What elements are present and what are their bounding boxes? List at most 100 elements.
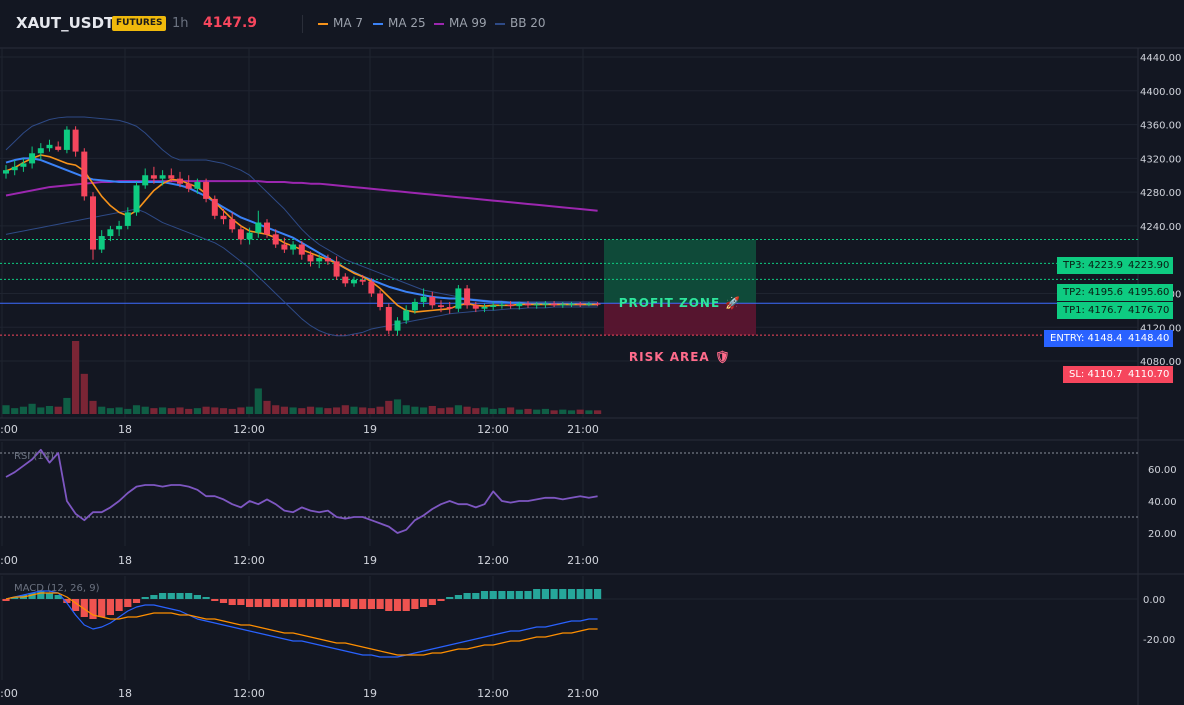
candle-body xyxy=(324,258,331,262)
candle-body xyxy=(177,178,183,184)
volume-bar xyxy=(393,399,402,414)
candle-body xyxy=(150,175,157,179)
time-tick-label: 12:00 xyxy=(0,423,18,436)
volume-bar xyxy=(2,405,10,414)
sl-tag[interactable]: SL: 4110.7 xyxy=(1063,366,1129,383)
legend-bb20[interactable]: BB 20 xyxy=(495,16,546,30)
symbol-label[interactable]: XAUT_USDT xyxy=(16,14,115,32)
candle-body xyxy=(438,305,444,308)
time-tick-label: 21:00 xyxy=(567,554,599,567)
macd-histogram-bar xyxy=(463,593,471,599)
candle-body xyxy=(585,303,592,305)
volume-bar xyxy=(472,408,480,414)
candle-body xyxy=(507,304,514,307)
volume-bar xyxy=(63,397,71,414)
entry-tag[interactable]: ENTRY: 4148.4 xyxy=(1044,330,1129,347)
macd-histogram-bar xyxy=(211,599,219,601)
macd-histogram-bar xyxy=(385,599,393,611)
candle-body xyxy=(185,183,192,189)
candle-body xyxy=(385,307,392,331)
candle-body xyxy=(351,279,357,284)
candle-body xyxy=(498,304,505,306)
volume-bar xyxy=(19,406,27,414)
macd-histogram-bar xyxy=(298,599,306,607)
futures-badge: FUTURES xyxy=(112,16,167,31)
volume-bar xyxy=(80,373,88,414)
macd-histogram-bar xyxy=(159,593,167,599)
time-tick-label: 18 xyxy=(118,423,132,436)
macd-histogram-bar xyxy=(219,599,228,603)
profit-zone-box xyxy=(604,239,756,304)
timeframe-label[interactable]: 1h xyxy=(172,16,189,31)
volume-bar xyxy=(350,406,358,414)
volume-bar xyxy=(298,408,306,414)
macd-histogram-bar xyxy=(420,599,428,607)
volume-bar xyxy=(45,405,54,414)
time-tick-label: 12:00 xyxy=(233,554,265,567)
macd-histogram-bar xyxy=(289,599,297,607)
legend-ma7[interactable]: MA 7 xyxy=(318,16,363,30)
candle-body xyxy=(211,198,218,216)
rsi-line xyxy=(5,448,598,534)
macd-histogram-bar xyxy=(559,589,567,599)
volume-bar xyxy=(463,406,471,414)
tp1-tag[interactable]: TP1: 4176.7 xyxy=(1057,302,1130,319)
macd-histogram-bar xyxy=(507,591,515,599)
macd-histogram-bar xyxy=(333,599,341,607)
candle-body xyxy=(342,276,349,284)
macd-histogram-bar xyxy=(176,593,184,599)
volume-bar xyxy=(341,405,349,414)
macd-histogram-bar xyxy=(54,595,62,599)
volume-bar xyxy=(106,408,114,414)
volume-bar xyxy=(428,405,436,414)
macd-histogram-bar xyxy=(594,589,602,599)
tp1-price-tag: 4176.70 xyxy=(1124,302,1174,319)
macd-tick-label: -20.00 xyxy=(1143,635,1175,646)
volume-bar xyxy=(289,407,297,414)
legend-ma99[interactable]: MA 99 xyxy=(434,16,487,30)
candle-body xyxy=(481,307,488,309)
candle-body xyxy=(203,182,210,199)
time-tick-label: 12:00 xyxy=(233,423,265,436)
tp2-price-tag: 4195.60 xyxy=(1124,284,1174,301)
entry-label: ENTRY: 4148.4 xyxy=(1050,333,1123,344)
candle-body xyxy=(229,219,236,230)
macd-histogram-bar xyxy=(2,599,10,601)
legend-ma25[interactable]: MA 25 xyxy=(373,16,426,30)
candle-body xyxy=(3,170,9,174)
volume-bar xyxy=(228,408,236,414)
volume-bar xyxy=(11,408,19,414)
candle-body xyxy=(116,225,123,230)
volume-bar xyxy=(585,410,593,414)
candle-body xyxy=(403,310,410,321)
candle-body xyxy=(359,279,366,282)
macd-histogram-bar xyxy=(106,599,114,615)
legend-bb20-swatch xyxy=(495,22,505,25)
macd-histogram-bar xyxy=(393,599,402,611)
volume-bar xyxy=(446,407,454,414)
candle-body xyxy=(264,222,270,235)
candle-body xyxy=(377,293,384,308)
volume-bar xyxy=(376,406,384,414)
volume-bar xyxy=(272,405,280,414)
candle-body xyxy=(168,175,175,179)
candle-body xyxy=(307,254,314,262)
macd-line xyxy=(5,590,598,658)
candle-body xyxy=(124,212,131,226)
tp3-tag[interactable]: TP3: 4223.9 xyxy=(1057,257,1130,274)
entry-price-tag: 4148.40 xyxy=(1124,330,1174,347)
macd-histogram-bar xyxy=(376,599,384,609)
legend-bb20-label: BB 20 xyxy=(510,16,546,30)
legend-ma99-swatch xyxy=(434,22,444,25)
macd-histogram-bar xyxy=(280,599,288,607)
macd-histogram-bar xyxy=(193,595,201,599)
sl-label: SL: 4110.7 xyxy=(1069,369,1123,380)
macd-histogram-bar xyxy=(45,593,54,599)
candle-body xyxy=(559,304,566,306)
tp2-tag[interactable]: TP2: 4195.6 xyxy=(1057,284,1130,301)
volume-bar xyxy=(594,410,602,414)
candle-body xyxy=(368,281,375,294)
time-tick-label: 12:00 xyxy=(477,554,509,567)
macd-title: MACD (12, 26, 9) xyxy=(14,583,100,594)
